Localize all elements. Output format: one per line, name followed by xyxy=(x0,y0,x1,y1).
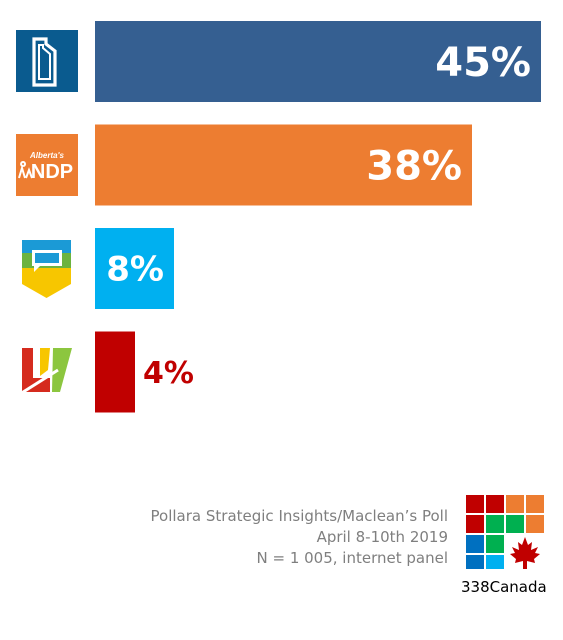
ndp-logo-text: NDP xyxy=(31,161,73,183)
ucp-logo xyxy=(16,30,78,92)
ndp-logo-small-text: Alberta's xyxy=(29,151,64,160)
bar-ucp xyxy=(95,21,541,102)
bar-ndp xyxy=(95,124,472,206)
maple-leaf-icon xyxy=(510,537,540,569)
bar-value-label: 45% xyxy=(435,40,531,86)
bar-value-label: 8% xyxy=(106,250,164,290)
brand-logo xyxy=(466,495,544,569)
bar-alberta-party xyxy=(95,228,174,309)
bar-liberal xyxy=(95,331,135,413)
bar-value-label: 4% xyxy=(143,356,194,391)
bar-value-label: 38% xyxy=(366,143,462,189)
source-line-1: Pollara Strategic Insights/Maclean’s Pol… xyxy=(150,507,448,525)
alberta-party-logo xyxy=(22,240,71,298)
source-line-3: N = 1 005, internet panel xyxy=(256,549,449,567)
alberta-outline-icon xyxy=(32,37,57,87)
ndp-people-icon xyxy=(18,161,33,179)
liberal-logo xyxy=(19,348,72,396)
poll-source: Pollara Strategic Insights/Maclean’s Pol… xyxy=(151,506,448,569)
bars: 45% 38% 8% 4% xyxy=(95,21,541,413)
ndp-logo: Alberta's NDP xyxy=(16,134,78,196)
source-line-2: April 8-10th 2019 xyxy=(316,528,448,546)
brand-name: 338Canada xyxy=(461,578,547,596)
